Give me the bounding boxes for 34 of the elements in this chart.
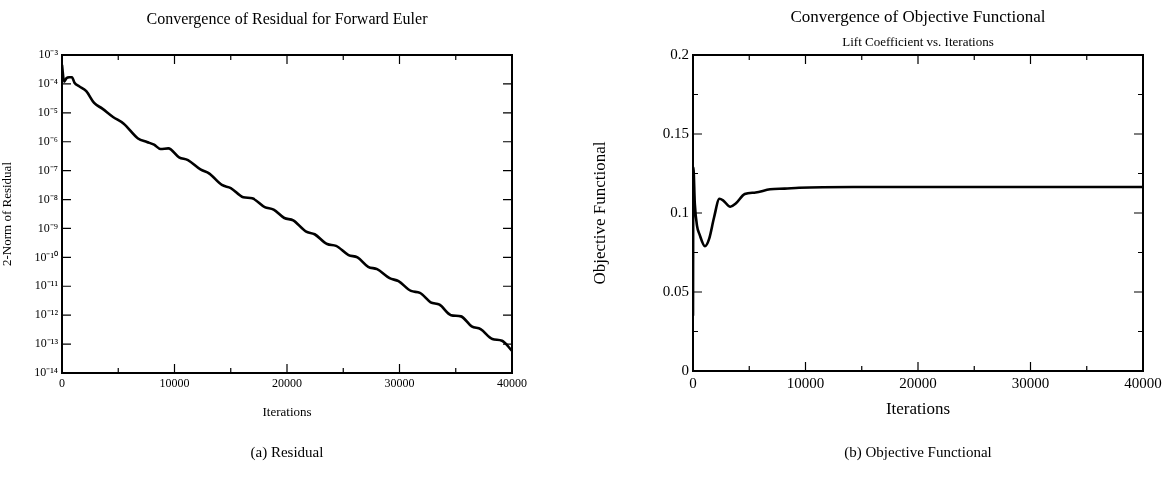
y-axis-title: 2-Norm of Residual [0, 161, 15, 266]
x-tick-label: 40000 [1124, 374, 1162, 391]
chart-title: Convergence of Objective Functional [790, 7, 1046, 26]
text: (a) Residual [250, 444, 324, 461]
x-tick-label: 30000 [1011, 374, 1050, 391]
chart-title: Convergence of Residual for Forward Euler [146, 10, 429, 28]
x-tick-label: 10000 [159, 376, 190, 391]
x-tick-label: 40000 [497, 376, 527, 391]
y-tick-label: 10⁻¹¹ [34, 278, 59, 293]
y-tick-label: 10⁻⁹ [37, 220, 58, 235]
y-tick-label: 10⁻⁶ [37, 133, 58, 148]
chart-subtitle: Lift Coefficient vs. Iterations [842, 34, 994, 49]
x-axis-title: Iterations [885, 399, 951, 419]
y-tick-label: 10⁻⁷ [37, 162, 58, 177]
y-tick-label: 10⁻¹³ [34, 336, 59, 351]
y-tick-label: 10⁻⁵ [37, 104, 58, 119]
x-tick-label: 20000 [272, 376, 302, 391]
y-tick-label: 10⁻⁴ [37, 76, 58, 91]
y-tick-label: 0 [681, 361, 689, 378]
text: (b) Objective Functional [844, 444, 992, 461]
y-tick-label: 0.1 [670, 203, 689, 220]
y-tick-label: 10⁻¹⁴ [34, 365, 58, 380]
y-tick-label: 10⁻¹² [34, 307, 59, 322]
y-tick-label: 0.05 [662, 282, 689, 299]
x-tick-label: 30000 [384, 376, 415, 391]
x-axis-title: Iterations [262, 403, 312, 419]
y-axis-title: Objective Functional [589, 141, 609, 285]
y-tick-label: 0.15 [662, 124, 689, 141]
x-tick-label: 20000 [899, 374, 937, 391]
y-tick-label: 10⁻¹⁰ [34, 249, 58, 264]
y-tick-label: 10⁻³ [38, 47, 59, 62]
y-tick-label: 10⁻⁸ [37, 191, 58, 206]
x-tick-label: 10000 [786, 374, 825, 391]
y-tick-label: 0.2 [670, 45, 689, 62]
